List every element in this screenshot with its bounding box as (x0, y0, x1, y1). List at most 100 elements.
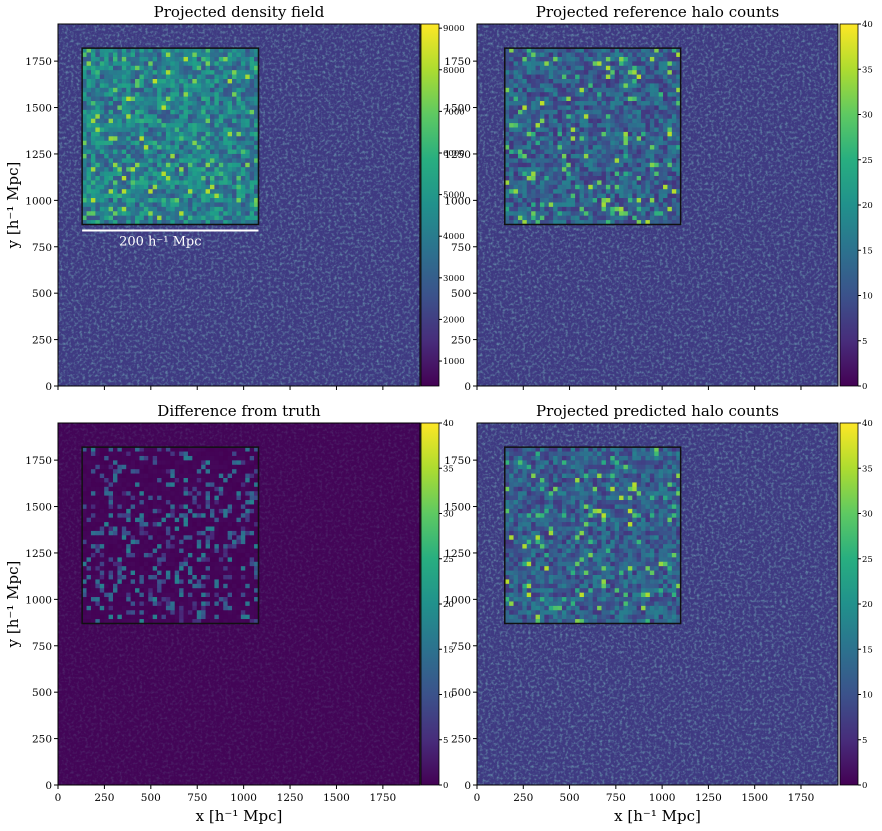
inset-cell (86, 464, 92, 470)
inset-cell (99, 605, 105, 611)
inset-cell (623, 167, 629, 172)
inset-cell (95, 215, 101, 221)
inset-cell (82, 610, 87, 615)
inset-cell (658, 92, 664, 97)
inset-cell (187, 96, 193, 102)
inset-cell (143, 145, 149, 150)
inset-cell (205, 167, 211, 172)
inset-cell (117, 460, 123, 466)
inset-cell (509, 189, 514, 194)
inset-cell (249, 215, 255, 221)
inset-cell (82, 597, 87, 602)
inset-cell (658, 52, 664, 58)
inset-cell (249, 149, 255, 155)
inset-cell (161, 491, 167, 496)
inset-cell (148, 127, 153, 133)
inset-cell (236, 65, 242, 71)
inset-cell (645, 83, 651, 89)
inset-cell (227, 557, 233, 563)
inset-cell (588, 184, 594, 190)
inset-cell (205, 508, 211, 514)
inset-cell (517, 220, 523, 225)
inset-cell (183, 131, 189, 137)
inset-cell (583, 198, 589, 203)
inset-cell (135, 447, 140, 452)
inset-cell (201, 206, 206, 212)
inset-cell (553, 114, 558, 119)
inset-cell (236, 566, 242, 571)
inset-cell (179, 149, 184, 155)
inset-cell (121, 184, 127, 190)
inset-cell (82, 162, 87, 168)
inset-cell (592, 56, 598, 62)
inset-cell (179, 56, 184, 62)
inset-cell (192, 539, 198, 545)
inset-cell (663, 189, 668, 194)
inset-cell (117, 136, 123, 142)
inset-cell (148, 614, 153, 620)
inset-cell (614, 74, 620, 80)
inset-cell (227, 486, 233, 492)
inset-cell (240, 539, 246, 545)
inset-cell (240, 482, 246, 488)
inset-cell (610, 145, 615, 150)
inset-cell (553, 202, 558, 208)
inset-cell (104, 83, 109, 89)
inset-cell (561, 61, 567, 67)
inset-cell (623, 206, 629, 212)
inset-cell (157, 83, 162, 89)
inset-cell (636, 101, 642, 106)
inset-cell (531, 158, 536, 164)
inset-cell (165, 482, 171, 488)
inset-cell (658, 198, 664, 203)
inset-cell (148, 158, 153, 164)
inset-cell (126, 614, 131, 620)
inset-cell (522, 109, 528, 115)
inset-cell (174, 574, 180, 580)
inset-cell (187, 447, 193, 452)
inset-cell (597, 48, 602, 53)
inset-cell (135, 162, 140, 168)
inset-cell (157, 162, 162, 168)
inset-cell (249, 566, 255, 571)
inset-cell (236, 149, 242, 155)
inset-cell (187, 127, 193, 133)
inset-cell (95, 109, 101, 115)
inset-cell (245, 495, 250, 501)
inset-cell (108, 118, 114, 124)
inset-cell (135, 544, 140, 549)
inset-cell (82, 570, 87, 576)
inset-cell (535, 145, 541, 150)
inset-cell (95, 552, 101, 558)
inset-cell (658, 79, 664, 84)
inset-cell (104, 508, 109, 514)
inset-cell (201, 566, 206, 571)
inset-cell (522, 136, 528, 142)
inset-cell (152, 504, 158, 510)
inset-cell (192, 96, 198, 102)
inset-cell (614, 70, 620, 75)
inset-cell (192, 619, 198, 624)
inset-cell (179, 140, 184, 146)
inset-cell (90, 548, 96, 554)
inset-cell (605, 96, 611, 102)
colorbar-tick-label: 10 (443, 691, 454, 701)
inset-cell (254, 87, 259, 93)
inset-cell (174, 579, 180, 585)
inset-cell (588, 153, 594, 159)
inset-cell (179, 522, 184, 527)
inset-cell (205, 70, 211, 75)
inset-cell (205, 526, 211, 532)
inset-cell (566, 145, 572, 150)
inset-cell (148, 522, 153, 527)
inset-cell (108, 508, 114, 514)
inset-cell (192, 522, 198, 527)
inset-cell (610, 65, 615, 71)
inset-cell (152, 619, 158, 624)
inset-cell (636, 180, 642, 186)
inset-cell (605, 114, 611, 119)
inset-cell (619, 118, 624, 124)
inset-cell (113, 140, 118, 146)
